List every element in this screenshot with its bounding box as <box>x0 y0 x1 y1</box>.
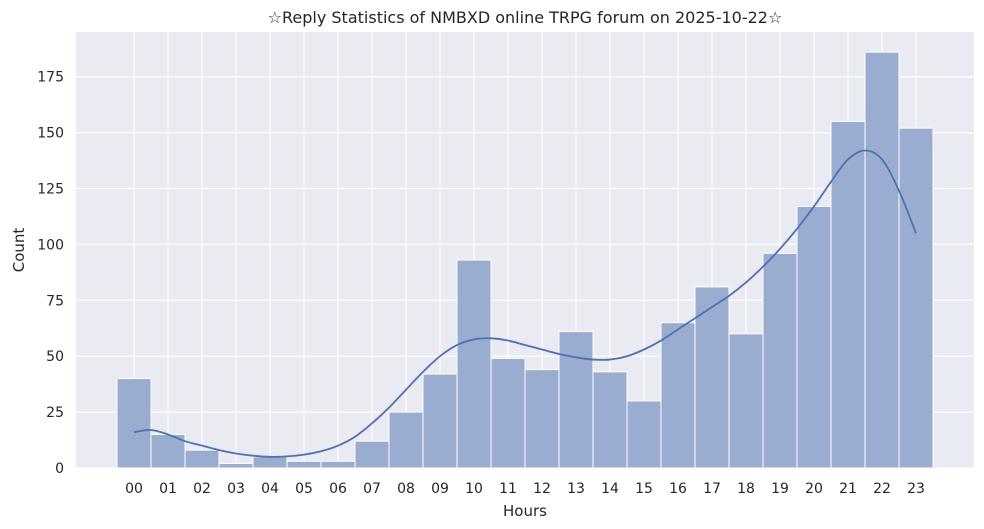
bar-13 <box>558 331 594 469</box>
x-tick-label: 11 <box>499 481 517 497</box>
bar-22 <box>864 51 900 469</box>
y-tick-label: 50 <box>46 349 64 365</box>
bar-06 <box>320 460 356 469</box>
y-tick-labels: 0 25 50 75 100 125 150 175 <box>37 70 64 477</box>
y-tick-label: 125 <box>37 182 64 198</box>
x-tick-label: 01 <box>159 481 177 497</box>
x-tick-label: 20 <box>805 481 823 497</box>
x-tick-label: 00 <box>125 481 143 497</box>
x-tick-label: 03 <box>227 481 245 497</box>
bar-02 <box>184 449 220 469</box>
x-tick-label: 09 <box>431 481 449 497</box>
bar-20 <box>796 205 832 469</box>
kde-line <box>133 149 917 458</box>
bar-14 <box>592 371 628 469</box>
bar-08 <box>388 411 424 469</box>
bar-12 <box>524 369 560 469</box>
x-tick-label: 23 <box>907 481 925 497</box>
x-tick-label: 13 <box>567 481 585 497</box>
x-tick-label: 06 <box>329 481 347 497</box>
x-tick-label: 14 <box>601 481 619 497</box>
bar-10 <box>456 259 492 469</box>
bars <box>116 51 934 469</box>
x-tick-label: 02 <box>193 481 211 497</box>
bar-03 <box>218 463 254 469</box>
y-tick-label: 0 <box>55 461 64 477</box>
bar-17 <box>694 286 730 469</box>
x-tick-label: 05 <box>295 481 313 497</box>
y-tick-label: 100 <box>37 237 64 253</box>
x-tick-label: 15 <box>635 481 653 497</box>
bar-11 <box>490 357 526 469</box>
x-tick-label: 04 <box>261 481 279 497</box>
x-tick-label: 19 <box>771 481 789 497</box>
x-tick-labels: 00 01 02 03 04 05 06 07 08 09 10 11 12 13 14 15 16 17 18 19… <box>125 481 925 497</box>
x-axis-label: Hours <box>503 502 547 520</box>
bar-09 <box>422 373 458 469</box>
bar-21 <box>830 120 866 469</box>
y-tick-label: 175 <box>37 70 64 86</box>
kde-curve <box>133 149 917 458</box>
x-tick-label: 07 <box>363 481 381 497</box>
bar-07 <box>354 440 390 469</box>
x-tick-label: 08 <box>397 481 415 497</box>
chart-title: ☆Reply Statistics of NMBXD online TRPG f… <box>268 8 783 27</box>
y-tick-label: 150 <box>37 126 64 142</box>
x-tick-label: 22 <box>873 481 891 497</box>
y-tick-label: 25 <box>46 405 64 421</box>
y-tick-label: 75 <box>46 293 64 309</box>
y-axis-label: Count <box>10 228 28 273</box>
bar-00 <box>116 378 152 469</box>
bar-19 <box>762 252 798 469</box>
bar-16 <box>660 322 696 469</box>
x-tick-label: 17 <box>703 481 721 497</box>
bar-05 <box>286 460 322 469</box>
x-tick-label: 18 <box>737 481 755 497</box>
x-tick-label: 10 <box>465 481 483 497</box>
x-tick-label: 12 <box>533 481 551 497</box>
bar-18 <box>728 333 764 469</box>
x-tick-label: 21 <box>839 481 857 497</box>
bar-04 <box>252 456 288 469</box>
x-tick-label: 16 <box>669 481 687 497</box>
bar-15 <box>626 400 662 469</box>
bar-23 <box>898 127 934 469</box>
